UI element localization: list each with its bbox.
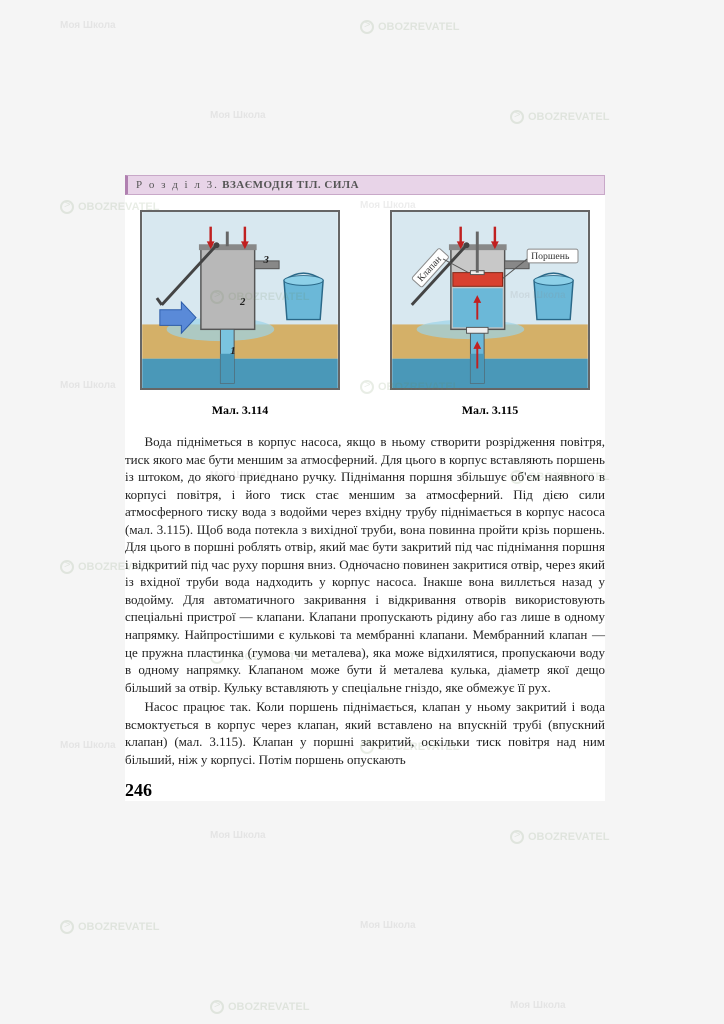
page-content: Р о з д і л 3. ВЗАЄМОДІЯ ТІЛ. СИЛА (125, 175, 605, 801)
page-number: 246 (125, 780, 605, 801)
figures-row: 1 2 3 Мал. 3.114 (125, 210, 605, 418)
paragraph-2: Насос працює так. Коли поршень піднімаєт… (125, 698, 605, 768)
section-header: Р о з д і л 3. ВЗАЄМОДІЯ ТІЛ. СИЛА (125, 175, 605, 195)
svg-text:3: 3 (262, 254, 269, 266)
figure-3-114: 1 2 3 Мал. 3.114 (125, 210, 355, 418)
figure-caption-2: Мал. 3.115 (375, 403, 605, 418)
svg-text:1: 1 (230, 345, 235, 357)
paragraph-1: Вода підніметься в корпус насоса, якщо в… (125, 433, 605, 696)
figure-3-115: Клапан Поршень Мал. 3.115 (375, 210, 605, 418)
section-prefix: Р о з д і л 3. (136, 179, 219, 191)
figure-caption-1: Мал. 3.114 (125, 403, 355, 418)
pump-diagram-2: Клапан Поршень (390, 210, 590, 390)
svg-text:2: 2 (239, 296, 246, 308)
pump-diagram-1: 1 2 3 (140, 210, 340, 390)
svg-text:Поршень: Поршень (531, 251, 570, 262)
section-title: ВЗАЄМОДІЯ ТІЛ. СИЛА (222, 179, 359, 191)
body-text: Вода підніметься в корпус насоса, якщо в… (125, 433, 605, 768)
